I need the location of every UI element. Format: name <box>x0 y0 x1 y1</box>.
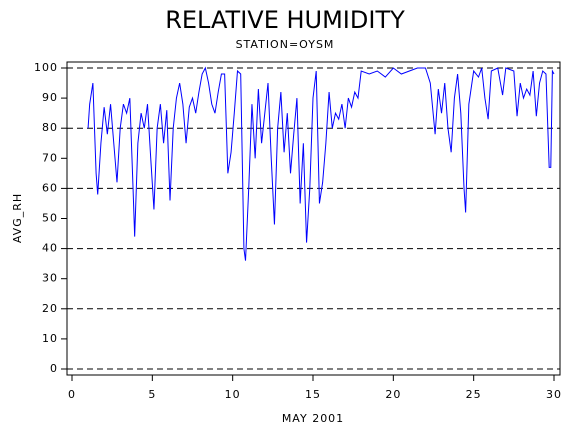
y-tick-label: 20 <box>42 302 58 315</box>
data-line <box>87 66 555 261</box>
x-tick-label: 5 <box>148 388 156 401</box>
x-tick-label: 25 <box>466 388 482 401</box>
y-tick-label: 40 <box>42 242 58 255</box>
chart-subtitle: STATION=OYSM <box>236 38 335 51</box>
y-tick-label: 100 <box>34 61 58 74</box>
x-tick-label: 30 <box>546 388 562 401</box>
y-axis-label: AVG_RH <box>11 193 24 243</box>
chart-title: RELATIVE HUMIDITY <box>165 6 405 34</box>
y-tick-label: 60 <box>42 181 58 194</box>
y-tick-label: 80 <box>42 121 58 134</box>
y-tick-label: 50 <box>42 212 58 225</box>
y-tick-label: 70 <box>42 151 58 164</box>
x-tick-label: 15 <box>305 388 321 401</box>
x-axis-label: MAY 2001 <box>282 412 344 425</box>
x-tick-label: 0 <box>68 388 76 401</box>
y-tick-label: 30 <box>42 272 58 285</box>
y-tick-label: 10 <box>42 332 58 345</box>
x-tick-label: 20 <box>385 388 401 401</box>
y-tick-label: 0 <box>50 362 58 375</box>
y-tick-label: 90 <box>42 91 58 104</box>
x-tick-label: 10 <box>225 388 241 401</box>
plot-frame <box>66 61 561 376</box>
